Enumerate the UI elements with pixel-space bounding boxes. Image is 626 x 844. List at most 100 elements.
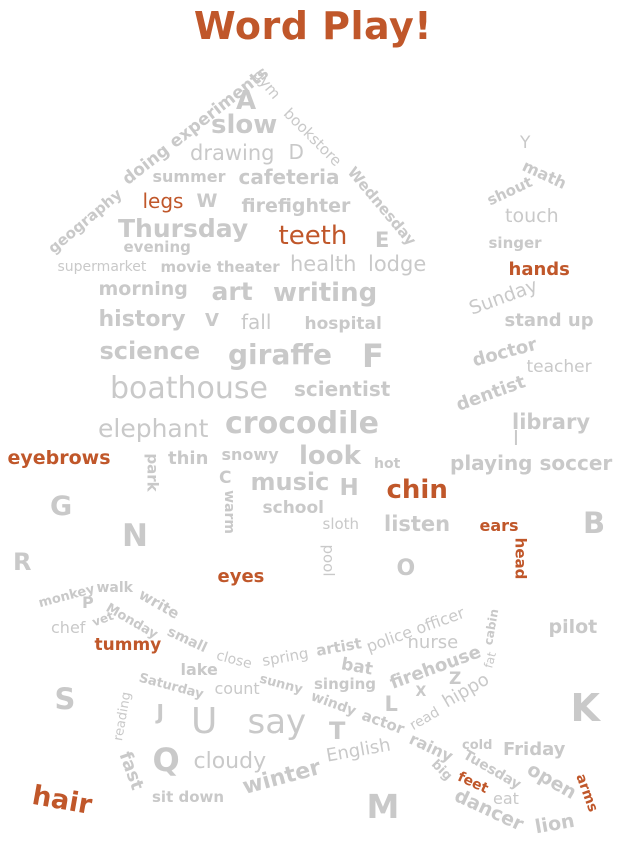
word-sloth: sloth — [322, 514, 360, 533]
word-singer: singer — [488, 233, 542, 252]
word-hot: hot — [374, 456, 401, 472]
word-hands: hands — [508, 259, 570, 280]
word-warm: warm — [220, 490, 237, 534]
word-pilot: pilot — [548, 615, 598, 638]
word-walk: walk — [96, 580, 134, 596]
word-n: N — [122, 517, 148, 554]
word-summer: summer — [152, 167, 226, 186]
word-listen: listen — [384, 511, 451, 536]
word-o: O — [396, 556, 416, 581]
word-history: history — [98, 307, 186, 332]
word-touch: touch — [505, 204, 559, 227]
word-lodge: lodge — [368, 251, 427, 276]
word-q: Q — [152, 741, 180, 779]
word-t: T — [329, 717, 346, 745]
word-evening: evening — [123, 237, 191, 256]
word-reading: reading — [110, 690, 134, 742]
word-music: music — [250, 468, 330, 496]
word-library: library — [512, 409, 591, 434]
word-elephant: elephant — [98, 413, 209, 443]
word-pool: pool — [319, 543, 338, 577]
word-cabin: cabin — [481, 607, 502, 647]
word-chef: chef — [51, 618, 86, 637]
word-scientist: scientist — [294, 377, 391, 401]
word-spring: spring — [260, 643, 310, 670]
word-small: small — [164, 623, 210, 657]
word-hospital: hospital — [304, 313, 382, 334]
word-write: write — [135, 584, 183, 623]
word-shout: shout — [484, 172, 536, 209]
word-h: H — [339, 474, 359, 501]
word-e: E — [375, 227, 390, 252]
word-close: close — [214, 647, 254, 673]
word-l: L — [384, 691, 398, 716]
word-arms: arms — [571, 771, 601, 815]
word-thin: thin — [168, 448, 209, 469]
word-crocodile: crocodile — [225, 406, 379, 441]
word-head: head — [511, 537, 530, 579]
word-park: park — [143, 452, 162, 492]
word-firefighter: firefighter — [241, 194, 351, 217]
word-cold: cold — [462, 737, 493, 753]
page-title: Word Play! — [193, 4, 433, 48]
word-giraffe: giraffe — [228, 338, 333, 371]
word-windy: windy — [308, 688, 358, 720]
word-singing: singing — [314, 674, 377, 693]
word-geography: geography — [44, 184, 126, 257]
word-x: X — [415, 684, 427, 700]
word-friday: Friday — [503, 739, 566, 760]
word-teeth: teeth — [278, 221, 348, 251]
word-thursday: Thursday — [118, 213, 249, 243]
word-teacher: teacher — [526, 356, 592, 377]
word-fall: fall — [241, 310, 272, 334]
word-lion: lion — [533, 809, 577, 838]
word-movie-theater: movie theater — [160, 257, 280, 276]
word-count: count — [214, 679, 260, 698]
word-look: look — [299, 441, 361, 471]
word-d: D — [288, 140, 304, 164]
word-science: science — [99, 337, 201, 365]
word-m: M — [366, 786, 400, 826]
word-b: B — [583, 505, 606, 540]
word-c: C — [219, 467, 232, 488]
word-ears: ears — [479, 516, 519, 535]
word-eat: eat — [493, 789, 519, 808]
word-a: A — [236, 86, 257, 116]
word-s: S — [54, 681, 76, 716]
word-j: J — [156, 700, 164, 724]
word-rainy: rainy — [406, 729, 457, 766]
word-boathouse: boathouse — [110, 371, 269, 406]
word-open: open — [522, 757, 580, 804]
word-vet: vet — [90, 608, 116, 630]
word-i: I — [513, 426, 519, 450]
word-playing-soccer: playing soccer — [450, 451, 613, 475]
word-school: school — [262, 497, 324, 518]
word-fast: fast — [114, 748, 148, 793]
word-read: read — [407, 704, 443, 734]
word-sit-down: sit down — [152, 787, 225, 806]
word-g: G — [50, 490, 73, 522]
word-w: W — [196, 189, 218, 212]
word-artist: artist — [314, 633, 364, 660]
word-say: say — [247, 702, 307, 742]
word-hippo: hippo — [438, 668, 493, 713]
word-stand-up: stand up — [504, 310, 594, 331]
word-nurse: nurse — [407, 632, 459, 653]
word-u: U — [191, 701, 218, 742]
word-z: Z — [449, 668, 462, 689]
word-writing: writing — [273, 278, 378, 308]
word-lake: lake — [180, 660, 218, 679]
word-tummy: tummy — [94, 634, 162, 655]
word-y: Y — [520, 132, 531, 153]
word-snowy: snowy — [221, 445, 279, 464]
word-p: P — [82, 593, 94, 612]
word-hair: hair — [29, 779, 95, 821]
word-fat: fat — [481, 650, 500, 670]
word-supermarket: supermarket — [57, 259, 147, 275]
word-art: art — [211, 276, 253, 306]
word-k: K — [570, 686, 600, 730]
word-cafeteria: cafeteria — [238, 165, 340, 189]
word-eyebrows: eyebrows — [7, 446, 111, 469]
word-health: health — [290, 251, 357, 276]
